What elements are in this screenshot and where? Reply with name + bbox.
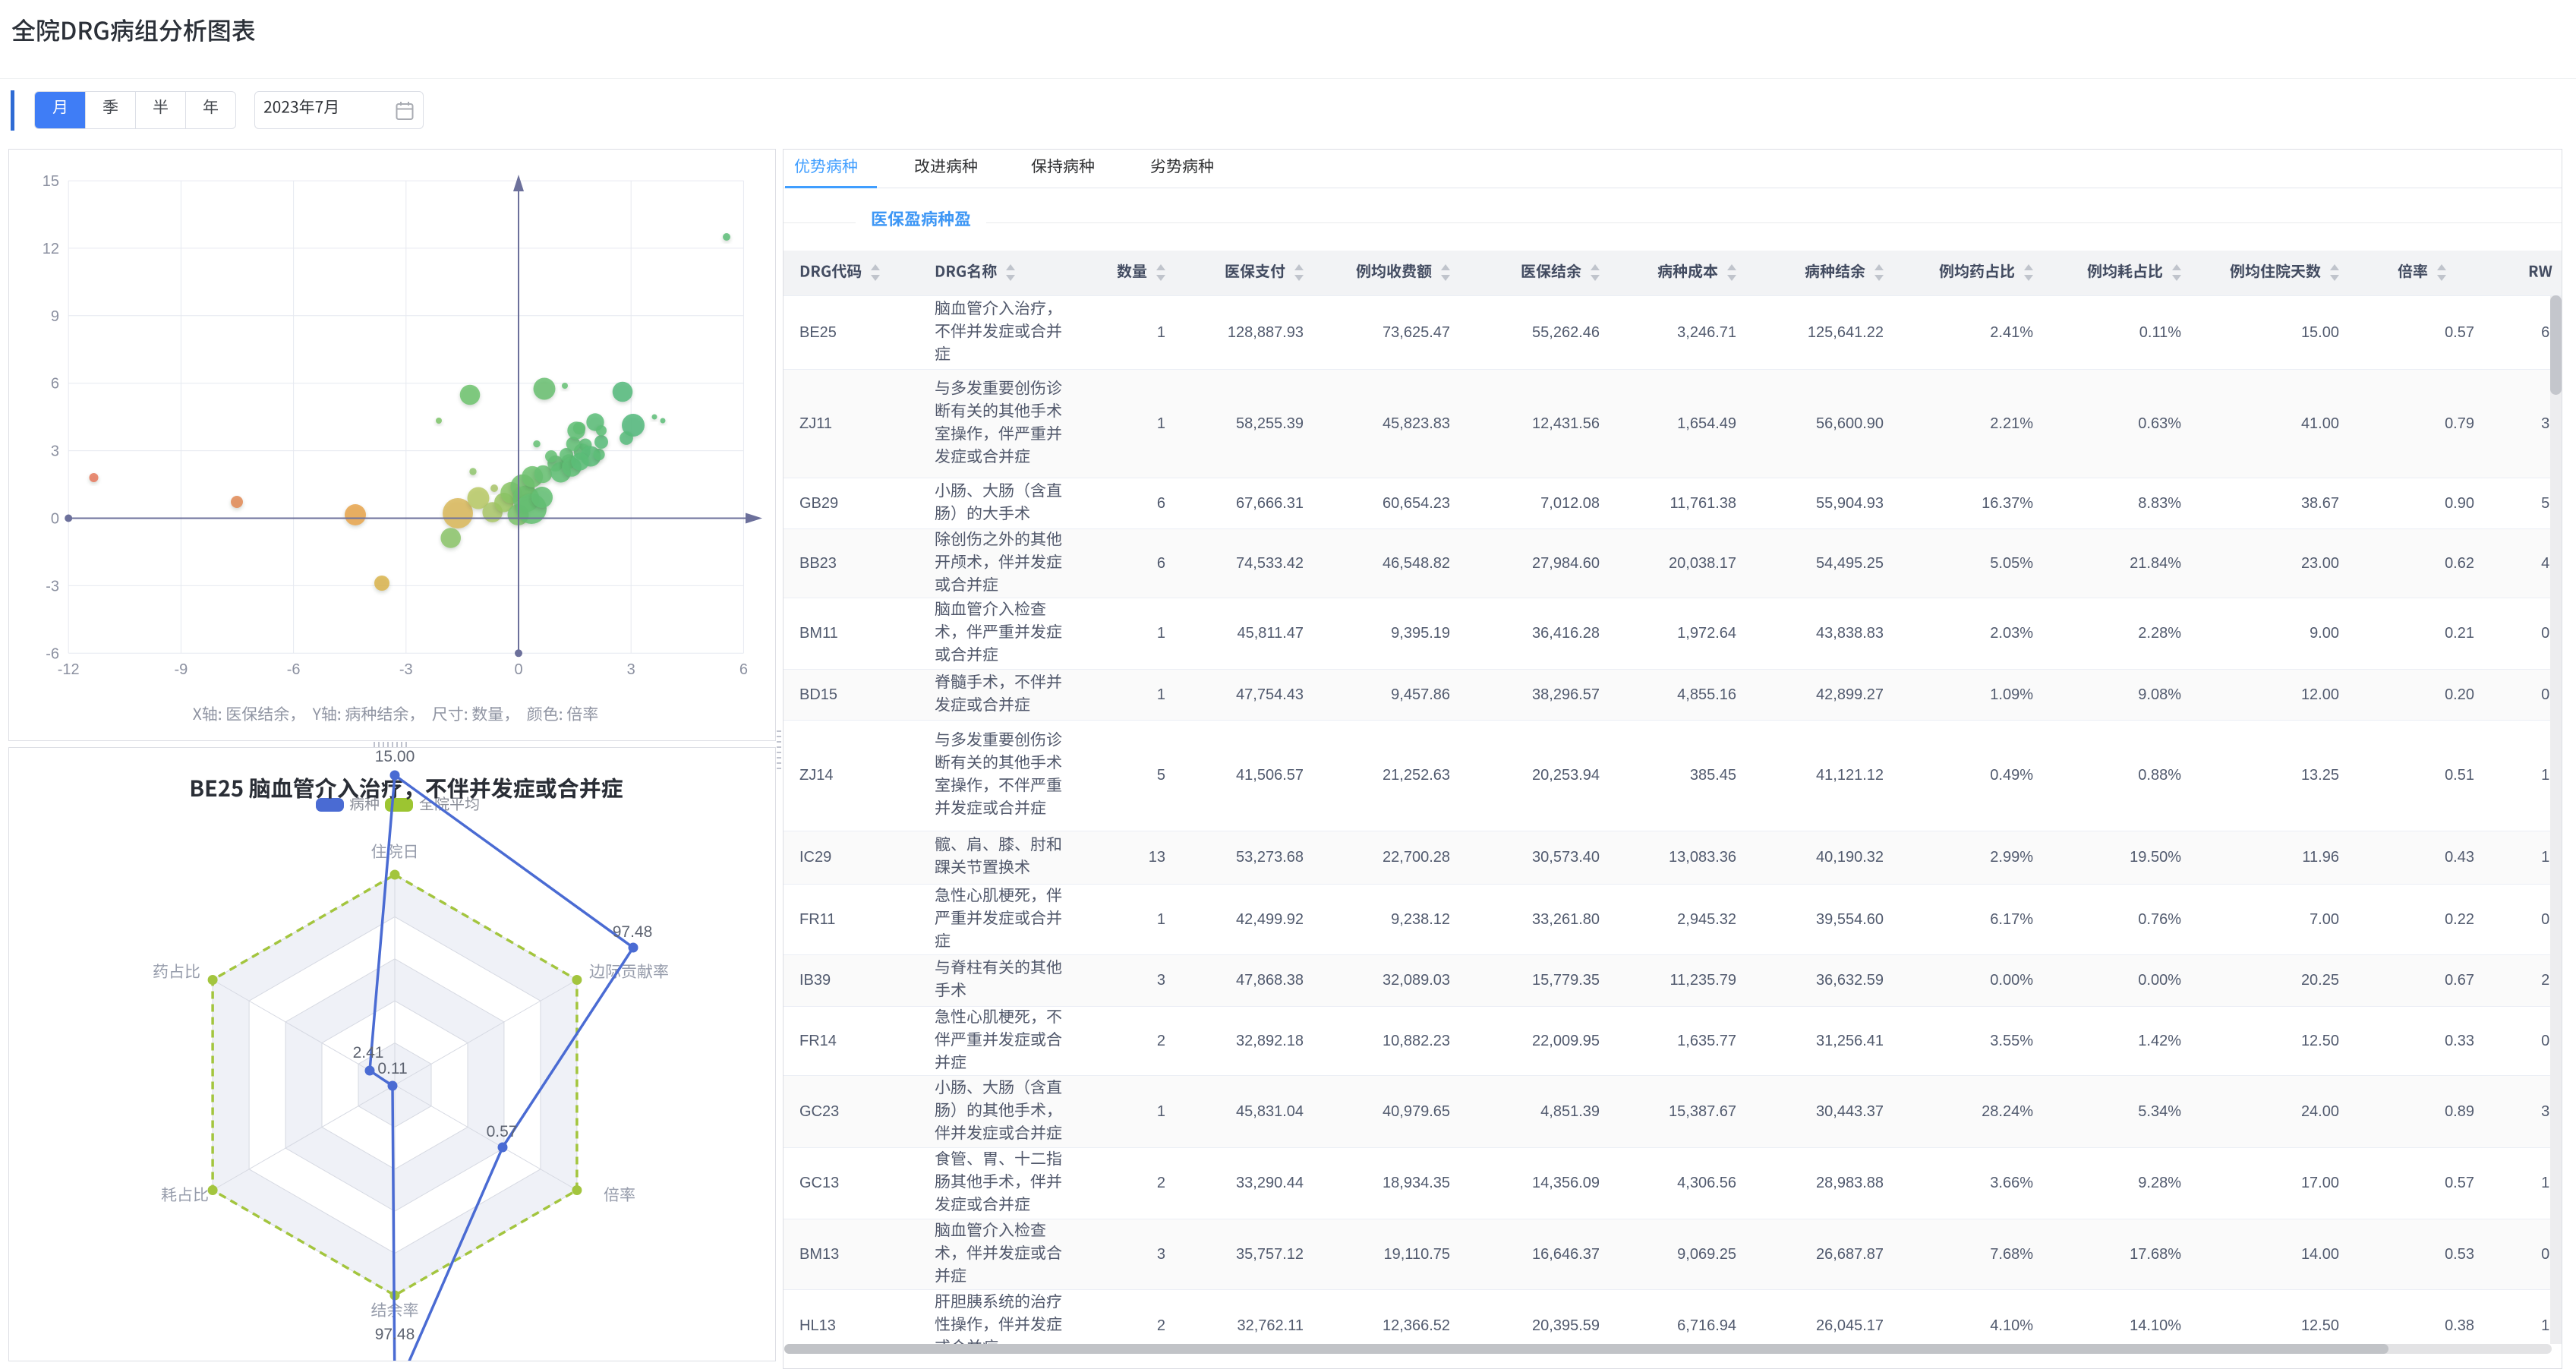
svg-text:-6: -6 [46, 645, 59, 662]
svg-text:97.48: 97.48 [375, 1326, 415, 1343]
svg-text:-3: -3 [399, 661, 413, 678]
svg-text:2.41: 2.41 [353, 1044, 384, 1061]
svg-text:-9: -9 [175, 661, 188, 678]
svg-text:0: 0 [514, 661, 522, 678]
svg-text:-3: -3 [46, 578, 59, 595]
svg-text:3: 3 [51, 443, 59, 460]
svg-text:97.48: 97.48 [613, 923, 653, 941]
svg-text:15.00: 15.00 [375, 748, 415, 765]
svg-text:0.11: 0.11 [377, 1060, 407, 1077]
svg-text:-12: -12 [58, 661, 80, 678]
svg-text:6: 6 [739, 661, 748, 678]
svg-text:0: 0 [51, 511, 59, 528]
svg-text:-6: -6 [287, 661, 301, 678]
svg-text:9: 9 [51, 308, 59, 325]
svg-text:15: 15 [43, 173, 59, 190]
svg-text:0.57: 0.57 [487, 1123, 518, 1140]
svg-text:12: 12 [43, 241, 59, 257]
svg-text:3: 3 [627, 661, 635, 678]
svg-text:6: 6 [51, 376, 59, 393]
